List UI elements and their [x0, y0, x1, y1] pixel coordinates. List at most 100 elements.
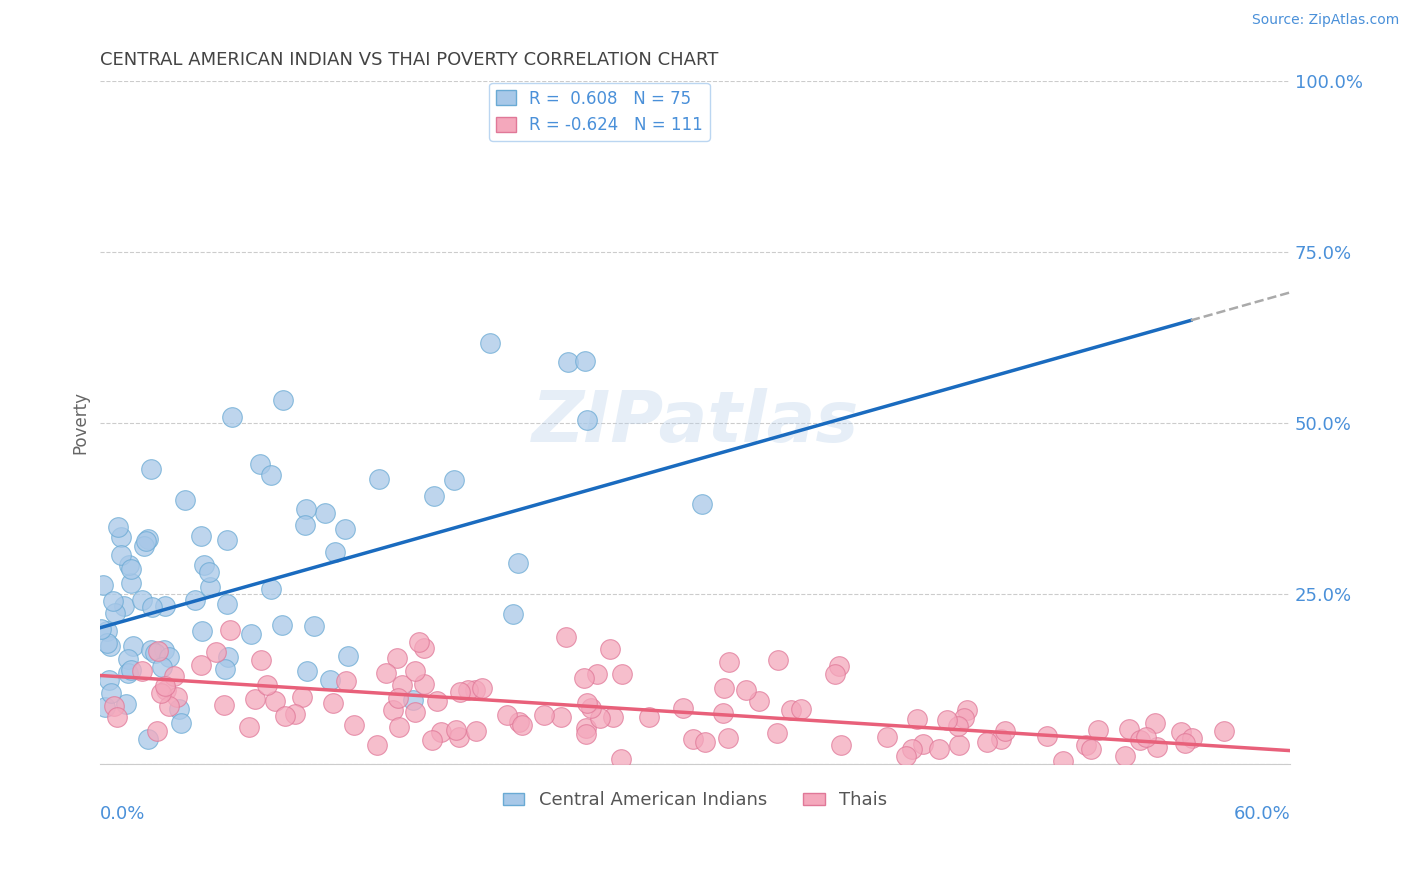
Point — [575, 721, 598, 735]
Point — [478, 336, 501, 351]
Point — [97, 673, 120, 687]
Point — [155, 599, 177, 613]
Point — [948, 738, 970, 752]
Point — [718, 656, 741, 670]
Point — [105, 710, 128, 724]
Point — [323, 545, 346, 559]
Point — [690, 497, 713, 511]
Point — [1114, 748, 1136, 763]
Point — [173, 493, 195, 508]
Text: 60.0%: 60.0% — [1233, 805, 1291, 823]
Point — [120, 575, 142, 590]
Point — [426, 694, 449, 708]
Point — [139, 462, 162, 476]
Point — [212, 698, 235, 713]
Point — [204, 645, 226, 659]
Point — [1080, 742, 1102, 756]
Point — [402, 692, 425, 706]
Point — [198, 581, 221, 595]
Point — [780, 703, 803, 717]
Point — [574, 354, 596, 368]
Point — [711, 706, 734, 720]
Point — [256, 678, 278, 692]
Point — [946, 719, 969, 733]
Legend: Central American Indians, Thais: Central American Indians, Thais — [495, 784, 894, 817]
Point — [637, 710, 659, 724]
Point — [90, 622, 112, 636]
Point — [610, 666, 633, 681]
Point — [143, 646, 166, 660]
Point — [343, 718, 366, 732]
Point — [905, 712, 928, 726]
Point — [136, 532, 159, 546]
Point — [976, 734, 998, 748]
Point — [294, 518, 316, 533]
Point — [716, 731, 738, 746]
Point — [260, 582, 283, 596]
Point — [157, 649, 180, 664]
Point — [471, 681, 494, 695]
Point — [314, 506, 336, 520]
Text: ZIPatlas: ZIPatlas — [531, 388, 859, 458]
Point — [388, 719, 411, 733]
Point — [217, 649, 239, 664]
Point — [824, 666, 846, 681]
Point — [120, 663, 142, 677]
Point — [602, 710, 624, 724]
Point — [274, 708, 297, 723]
Point — [449, 685, 471, 699]
Point — [104, 606, 127, 620]
Point — [135, 534, 157, 549]
Point — [387, 690, 409, 705]
Point — [215, 533, 238, 547]
Point — [790, 702, 813, 716]
Point — [214, 661, 236, 675]
Point — [264, 694, 287, 708]
Text: CENTRAL AMERICAN INDIAN VS THAI POVERTY CORRELATION CHART: CENTRAL AMERICAN INDIAN VS THAI POVERTY … — [100, 51, 718, 69]
Point — [589, 711, 612, 725]
Point — [508, 715, 530, 730]
Point — [682, 732, 704, 747]
Point — [198, 565, 221, 579]
Point — [103, 594, 125, 608]
Point — [335, 674, 357, 689]
Point — [249, 458, 271, 472]
Point — [828, 658, 851, 673]
Point — [876, 730, 898, 744]
Point — [404, 705, 426, 719]
Point — [375, 666, 398, 681]
Point — [404, 664, 426, 678]
Point — [1146, 740, 1168, 755]
Point — [695, 735, 717, 749]
Point — [422, 489, 444, 503]
Point — [911, 737, 934, 751]
Point — [238, 720, 260, 734]
Point — [554, 630, 576, 644]
Point — [191, 624, 214, 638]
Point — [297, 664, 319, 678]
Point — [901, 742, 924, 756]
Point — [766, 653, 789, 667]
Point — [146, 723, 169, 738]
Point — [118, 558, 141, 573]
Point — [98, 639, 121, 653]
Point — [318, 673, 340, 688]
Point — [465, 724, 488, 739]
Point — [120, 562, 142, 576]
Point — [672, 700, 695, 714]
Point — [291, 690, 314, 705]
Point — [579, 700, 602, 714]
Point — [167, 702, 190, 716]
Point — [599, 641, 621, 656]
Point — [112, 599, 135, 613]
Point — [1143, 716, 1166, 731]
Point — [249, 653, 271, 667]
Point — [271, 393, 294, 408]
Y-axis label: Poverty: Poverty — [72, 392, 89, 454]
Point — [94, 699, 117, 714]
Point — [335, 523, 357, 537]
Point — [391, 678, 413, 692]
Point — [1035, 730, 1057, 744]
Point — [215, 598, 238, 612]
Point — [1135, 730, 1157, 744]
